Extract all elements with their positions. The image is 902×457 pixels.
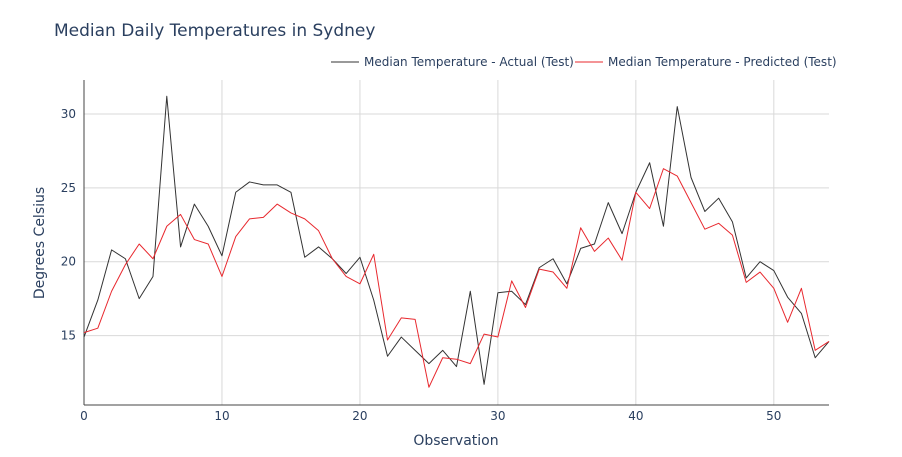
- axes: [83, 80, 829, 406]
- x-tick-label: 30: [490, 409, 505, 423]
- x-tick-label: 50: [766, 409, 781, 423]
- y-tick-label: 30: [61, 107, 76, 121]
- legend[interactable]: Median Temperature - Actual (Test) Median…: [331, 55, 837, 69]
- y-tick-label: 20: [61, 255, 76, 269]
- y-axis-title: Degrees Celsius: [32, 187, 48, 299]
- series-line-actual: [83, 95, 830, 385]
- grid: [84, 80, 829, 405]
- series-line-predicted: [83, 168, 830, 388]
- series-lines: [83, 95, 830, 388]
- x-axis-title: Observation: [413, 433, 498, 449]
- x-tick-label: 40: [628, 409, 643, 423]
- x-tick-label: 20: [352, 409, 367, 423]
- x-tick-label: 10: [214, 409, 229, 423]
- legend-label: Median Temperature - Actual (Test): [364, 55, 574, 69]
- legend-label: Median Temperature - Predicted (Test): [608, 55, 837, 69]
- x-tick-label: 0: [80, 409, 88, 423]
- y-tick-label: 25: [61, 181, 76, 195]
- y-tick-label: 15: [61, 329, 76, 343]
- chart-title: Median Daily Temperatures in Sydney: [54, 21, 375, 41]
- legend-item-predicted[interactable]: Median Temperature - Predicted (Test): [575, 55, 837, 69]
- legend-item-actual[interactable]: Median Temperature - Actual (Test): [331, 55, 574, 69]
- tick-labels: 0 10 20 30 40 50 15 20 25 30: [61, 107, 782, 423]
